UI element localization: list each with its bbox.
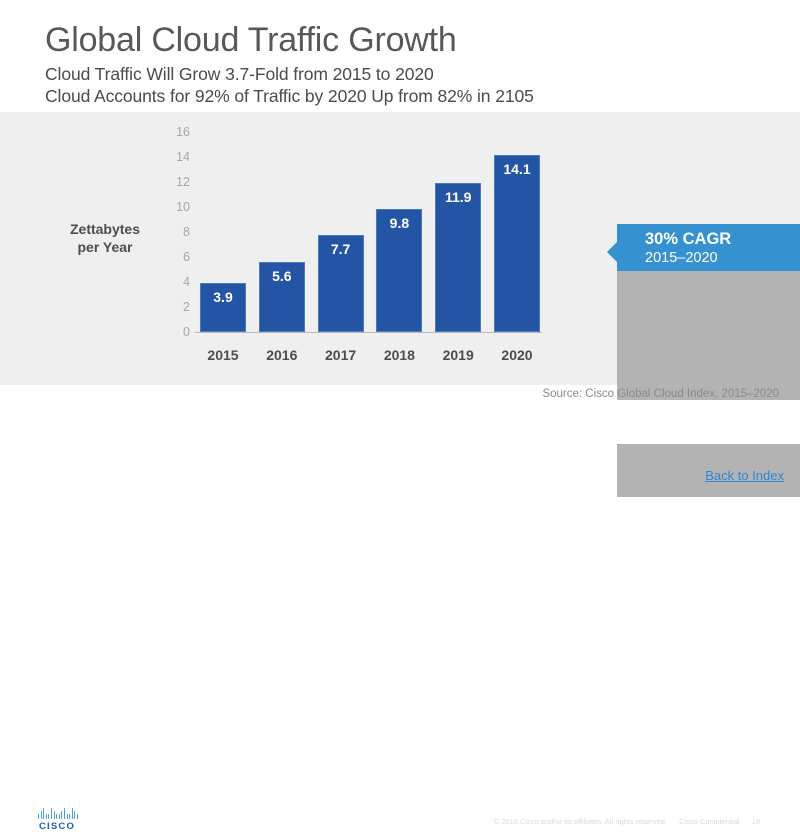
bar-value-label: 9.8 xyxy=(389,215,410,231)
content-panel: Zettabytes per Year 16 14 12 10 8 6 4 2 0 3.9 5.6… xyxy=(0,112,800,497)
slide-root: Global Cloud Traffic Growth Cloud Traffi… xyxy=(0,20,800,832)
bar-value-label: 7.7 xyxy=(330,241,351,258)
y-axis-tick-4: 4 xyxy=(183,274,190,289)
y-axis-tick-0: 0 xyxy=(183,324,190,339)
page-title: Global Cloud Traffic Growth xyxy=(45,21,457,59)
cisco-bar xyxy=(53,811,55,819)
x-axis-labels: 2015 2016 2017 2018 2019 2020 xyxy=(200,347,540,363)
bar-2015[interactable]: 3.9 xyxy=(200,282,246,332)
cagr-callout-header: 30% CAGR 2015–2020 xyxy=(607,224,800,271)
bar-2019[interactable]: 11.9 xyxy=(435,182,482,332)
slide-footer: CISCO © 2016 Cisco and/or its affiliates… xyxy=(0,400,800,832)
cisco-logo: CISCO xyxy=(38,806,78,832)
x-axis-line xyxy=(194,331,542,333)
y-axis-tick-12: 12 xyxy=(176,174,190,189)
bar-value-label: 11.9 xyxy=(444,188,472,205)
cisco-bar xyxy=(71,808,73,819)
confidentiality-text: Cisco Confidential xyxy=(679,817,740,826)
x-axis-label-2020: 2020 xyxy=(501,347,533,363)
cagr-value: 30% CAGR xyxy=(645,230,732,248)
y-axis-tick-10: 10 xyxy=(176,199,190,214)
cisco-bar xyxy=(40,811,42,819)
cisco-bar xyxy=(69,814,71,819)
cisco-bar xyxy=(63,808,65,819)
x-axis-label-2018: 2018 xyxy=(383,347,415,363)
y-axis-tick-2: 2 xyxy=(183,299,190,314)
cisco-bar xyxy=(45,814,47,819)
subtitle-line-1: Cloud Traffic Will Grow 3.7-Fold from 20… xyxy=(45,64,434,84)
y-axis-tick-16: 16 xyxy=(176,124,190,139)
cagr-callout-body: Back to Index xyxy=(617,271,800,497)
cisco-bar xyxy=(50,808,52,819)
source-note: Source: Cisco Global Cloud Index, 2015–2… xyxy=(542,388,779,400)
bar-2016[interactable]: 5.6 xyxy=(258,261,305,332)
y-axis-tick-6: 6 xyxy=(183,249,190,264)
cagr-callout: 30% CAGR 2015–2020 Back to Index xyxy=(607,224,800,497)
footer-copyright: © 2016 Cisco and/or its affiliates. All … xyxy=(484,817,760,826)
y-axis-label-line-2: per Year xyxy=(77,239,133,255)
bar-item: 9.8 xyxy=(376,209,423,332)
cisco-bar xyxy=(48,814,50,819)
x-axis-label-2017: 2017 xyxy=(325,347,357,363)
bar-value-label: 14.1 xyxy=(503,161,531,178)
bar-item: 3.9 xyxy=(200,282,246,332)
bar-2017[interactable]: 7.7 xyxy=(317,235,364,332)
back-to-index-link[interactable]: Back to Index xyxy=(705,468,784,483)
y-axis-label-line-1: Zettabytes xyxy=(69,221,141,237)
bar-value-label: 5.6 xyxy=(272,267,292,284)
page-number: 18 xyxy=(751,817,760,826)
x-axis-label-2015: 2015 xyxy=(207,347,239,363)
cisco-logo-bars-icon xyxy=(38,806,78,819)
cisco-bar xyxy=(56,814,58,819)
bar-chart: 16 14 12 10 8 6 4 2 0 3.9 5.6 7.7 9.8 11.9 14.1 2015 2… xyxy=(160,112,580,385)
y-axis-ticks: 16 14 12 10 8 6 4 2 0 xyxy=(160,112,190,385)
cisco-bar xyxy=(66,814,68,819)
bar-item: 11.9 xyxy=(435,182,482,332)
bar-item: 7.7 xyxy=(317,235,364,332)
bar-item: 5.6 xyxy=(258,261,305,332)
x-axis-label-2016: 2016 xyxy=(266,347,298,363)
bar-2018[interactable]: 9.8 xyxy=(376,209,423,332)
cisco-bar xyxy=(38,814,39,819)
y-axis-label: Zettabytes per Year xyxy=(50,220,160,256)
copyright-text: © 2016 Cisco and/or its affiliates. All … xyxy=(493,817,668,826)
bar-2020[interactable]: 14.1 xyxy=(493,155,540,332)
cisco-bar xyxy=(43,808,45,819)
subtitle-line-2: Cloud Accounts for 92% of Traffic by 202… xyxy=(45,86,534,106)
cagr-period: 2015–2020 xyxy=(645,250,718,266)
y-axis-tick-14: 14 xyxy=(176,149,190,164)
y-axis-tick-8: 8 xyxy=(183,224,190,239)
x-axis-label-2019: 2019 xyxy=(442,347,474,363)
cisco-bar xyxy=(74,811,76,819)
bar-item: 14.1 xyxy=(493,155,540,332)
cisco-bar xyxy=(61,811,63,819)
callout-pointer-icon xyxy=(607,242,617,262)
bar-value-label: 3.9 xyxy=(213,288,233,305)
cisco-bar xyxy=(76,814,78,819)
cisco-wordmark: CISCO xyxy=(38,821,76,832)
bar-series: 3.9 5.6 7.7 9.8 11.9 14.1 xyxy=(200,132,540,332)
cisco-bar xyxy=(58,814,60,819)
slide-header: Global Cloud Traffic Growth Cloud Traffi… xyxy=(45,20,765,107)
